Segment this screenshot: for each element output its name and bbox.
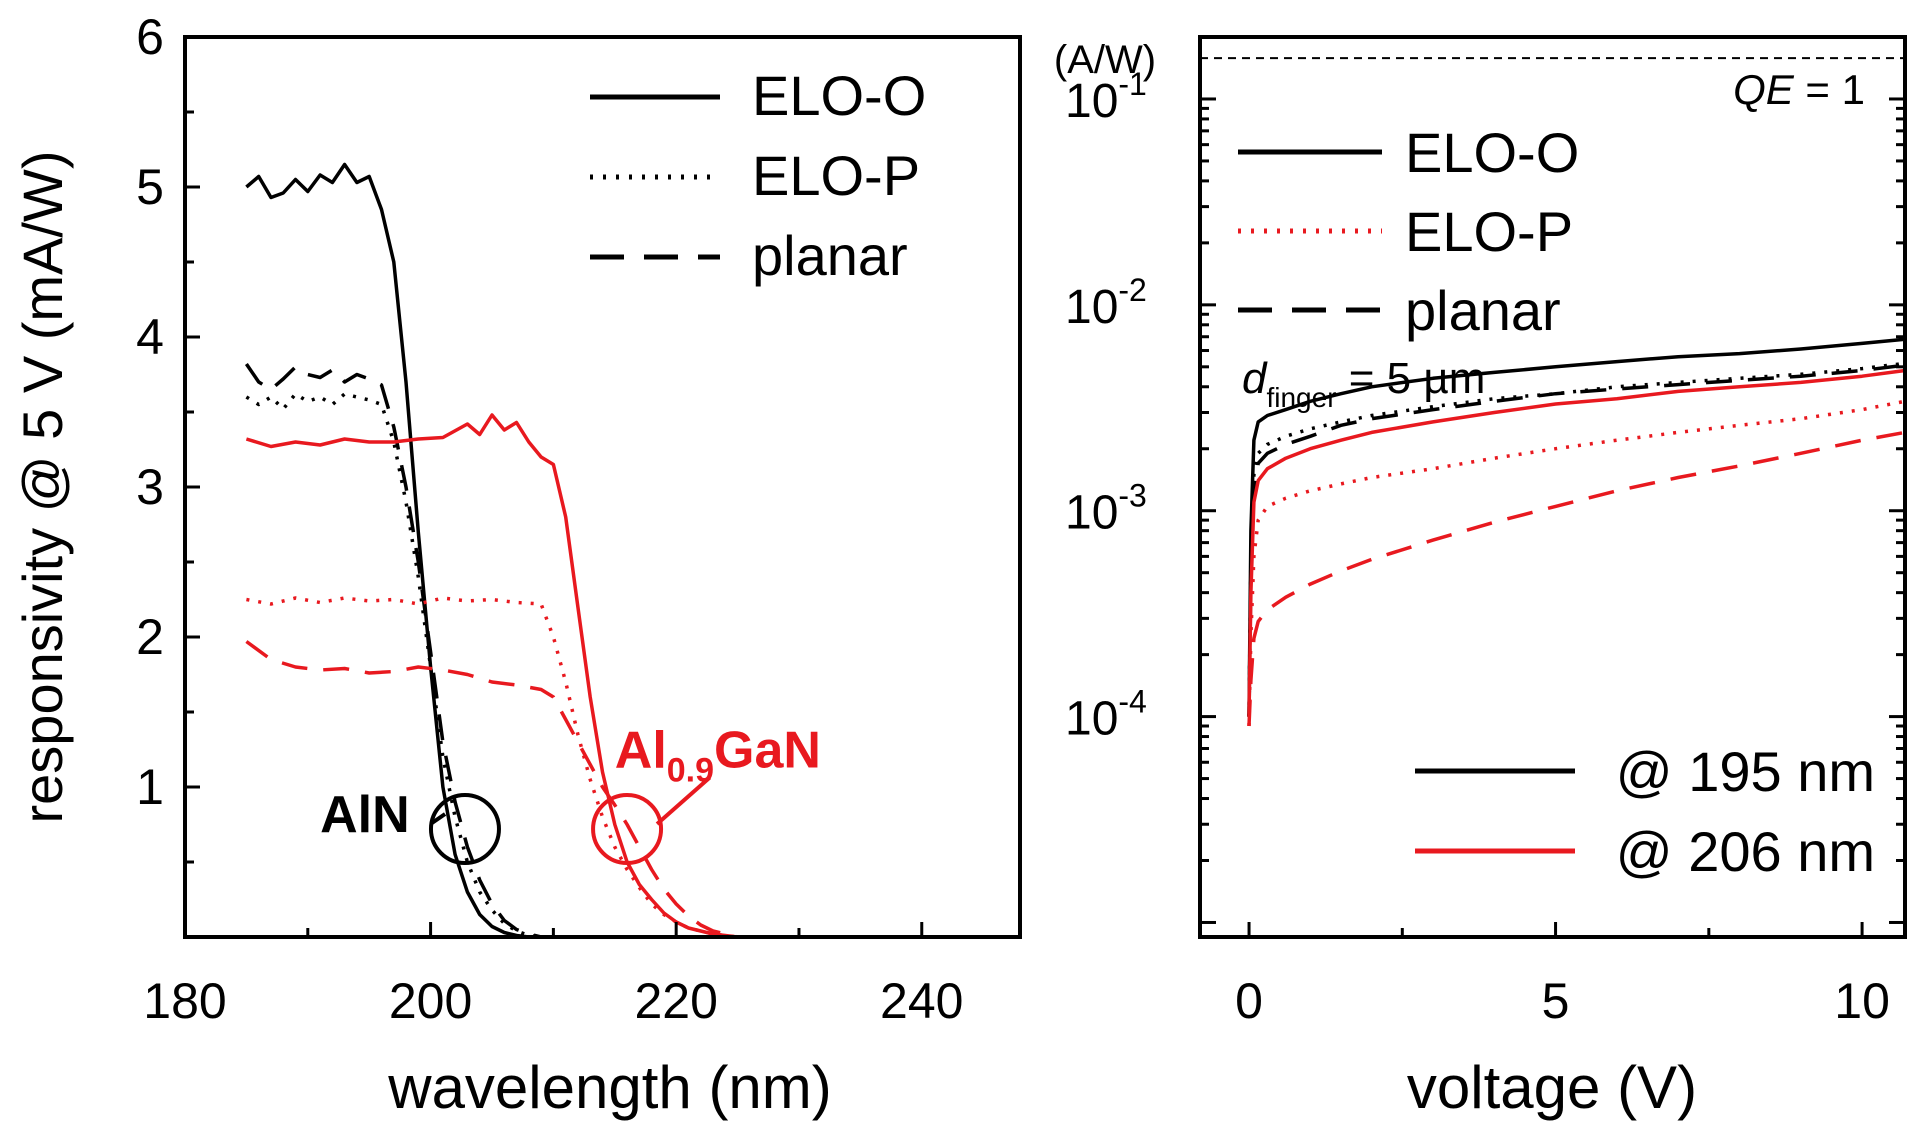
right-y-tick-base: 10 — [1065, 487, 1118, 540]
right-series-line-0 — [1247, 337, 1906, 717]
right-x-tick-label: 0 — [1235, 973, 1263, 1029]
right-legend-label-0: ELO-O — [1405, 121, 1579, 184]
left-y-tick-label: 3 — [136, 459, 164, 515]
left-series-line-3 — [245, 413, 1020, 939]
algan-pointer-line — [655, 776, 712, 826]
right-series-line-2 — [1247, 363, 1906, 717]
left-series-line-0 — [245, 162, 554, 939]
right-series-line-4 — [1247, 399, 1906, 727]
qe-label-rest: = 1 — [1794, 66, 1865, 113]
algan-circle — [591, 793, 664, 865]
right-y-tick-exp: -3 — [1118, 478, 1146, 514]
right-legend-label-2: planar — [1405, 279, 1561, 342]
dfinger-annotation: dfinger = 5 µm — [1242, 354, 1485, 413]
dfinger-italic: d — [1242, 354, 1268, 403]
right-y-tick-exp: -1 — [1118, 66, 1146, 102]
left-y-tick-label: 5 — [136, 159, 164, 215]
right-x-axis-label: voltage (V) — [1407, 1054, 1697, 1121]
right-legend-bottom: @ 195 nm @ 206 nm — [1415, 740, 1875, 883]
aln-label: AlN — [320, 786, 410, 844]
right-plot-frame — [1198, 35, 1907, 939]
right-legend-bottom-label-1: @ 206 nm — [1616, 820, 1875, 883]
right-y-tick-base: 10 — [1065, 693, 1118, 746]
left-series-line-1 — [245, 392, 554, 939]
aln-circle — [428, 793, 501, 865]
left-y-tick-label: 4 — [136, 309, 164, 365]
left-series-line-5 — [245, 640, 1020, 939]
left-x-axis-label: wavelength (nm) — [387, 1054, 832, 1121]
right-legend-bottom-label-0: @ 195 nm — [1616, 740, 1875, 803]
right-y-tick-base: 10 — [1065, 75, 1118, 128]
left-y-axis-label: responsivity @ 5 V (mA/W) — [11, 151, 74, 824]
left-ticks: 180 200 220 240 1 2 3 4 5 6 — [136, 9, 963, 1029]
left-x-tick-label: 200 — [389, 973, 472, 1029]
left-x-tick-label: 180 — [143, 973, 226, 1029]
right-legend-top: ELO-O ELO-P planar — [1238, 121, 1579, 342]
dfinger-rest: = 5 µm — [1337, 354, 1486, 403]
left-legend-label-1: ELO-P — [752, 144, 920, 207]
aln-pointer-line — [430, 812, 447, 825]
left-annotations: AlN Al0.9GaN — [320, 722, 821, 865]
qe-label-italic: QE — [1733, 66, 1795, 113]
left-legend: ELO-O ELO-P planar — [590, 64, 926, 287]
left-y-tick-label: 6 — [136, 9, 164, 65]
algan-label-suffix: GaN — [714, 722, 821, 780]
right-y-tick-label: 10-2 — [1065, 272, 1147, 334]
right-y-tick-label: 10-3 — [1065, 478, 1147, 540]
right-series-line-3 — [1247, 368, 1906, 717]
algan-label-sub: 0.9 — [667, 752, 714, 790]
qe-label: QE = 1 — [1733, 66, 1865, 113]
right-y-tick-label: 10-4 — [1065, 684, 1147, 746]
right-series-group — [1247, 337, 1906, 727]
algan-label-prefix: Al — [615, 722, 667, 780]
right-x-tick-label: 10 — [1834, 973, 1890, 1029]
right-series-line-5 — [1247, 430, 1906, 727]
right-x-tick-label: 5 — [1542, 973, 1570, 1029]
right-y-unit-label: (A/W) — [1054, 38, 1156, 82]
left-legend-label-0: ELO-O — [752, 64, 926, 127]
right-y-tick-exp: -4 — [1118, 684, 1146, 720]
right-y-tick-exp: -2 — [1118, 272, 1146, 308]
right-legend-label-1: ELO-P — [1405, 200, 1573, 263]
left-legend-label-2: planar — [752, 224, 908, 287]
left-series-line-2 — [244, 363, 554, 939]
left-x-tick-label: 220 — [634, 973, 717, 1029]
right-y-tick-label: 10-1 — [1065, 66, 1147, 128]
left-x-tick-label: 240 — [880, 973, 963, 1029]
right-y-tick-base: 10 — [1065, 281, 1118, 334]
algan-label: Al0.9GaN — [615, 722, 821, 790]
dfinger-sub: finger — [1266, 382, 1336, 413]
left-y-tick-label: 2 — [136, 609, 164, 665]
left-y-tick-label: 1 — [136, 759, 164, 815]
